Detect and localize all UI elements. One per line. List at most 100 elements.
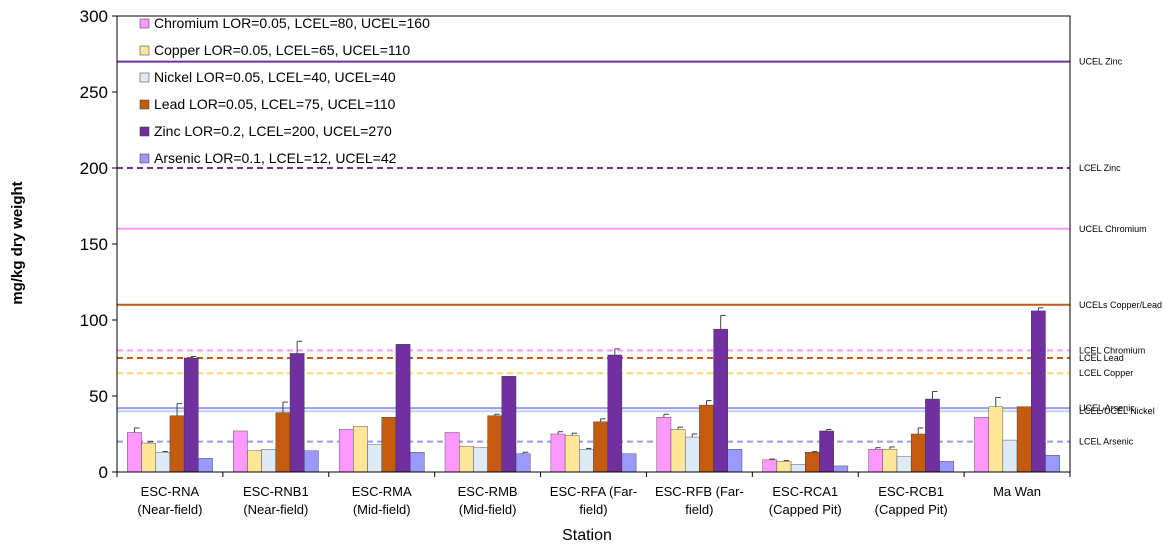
x-tick-label: (Capped Pit) (769, 502, 842, 517)
bar (684, 436, 700, 473)
legend-swatch (139, 45, 150, 56)
reference-line-label: LCEL Copper (1079, 368, 1133, 378)
bar (699, 404, 714, 473)
x-tick-label: ESC-RNA (141, 484, 200, 499)
bar (233, 430, 248, 473)
bar (459, 445, 474, 473)
x-tick-label: ESC-RFB (Far- (655, 484, 744, 499)
x-tick-label: ESC-RNB1 (243, 484, 309, 499)
bar (198, 458, 213, 473)
bar (183, 357, 199, 473)
bar (656, 417, 672, 473)
bar (409, 452, 425, 473)
bar (819, 430, 834, 473)
bar (289, 353, 305, 473)
bar (338, 429, 354, 473)
bar (155, 452, 171, 473)
legend-label: Zinc LOR=0.2, LCEL=200, UCEL=270 (154, 123, 392, 139)
bar (925, 398, 940, 473)
x-tick-label: (Mid-field) (459, 502, 517, 517)
y-axis-label: mg/kg dry weight (9, 181, 26, 304)
bar (974, 417, 989, 473)
bar (868, 449, 883, 473)
bar (515, 453, 531, 473)
bar (550, 433, 566, 473)
reference-line-label: LCEL Lead (1079, 353, 1124, 363)
legend-swatch (139, 72, 150, 83)
reference-line-label: LCEL Chromium (1079, 345, 1145, 355)
bar (1002, 439, 1018, 473)
bar (501, 376, 517, 473)
bar (762, 459, 778, 473)
legend-label: Arsenic LOR=0.1, LCEL=12, UCEL=42 (154, 150, 397, 166)
bar (261, 449, 277, 473)
x-tick-label: Ma Wan (993, 484, 1041, 499)
y-tick-label: 100 (80, 311, 108, 330)
reference-line-label: LCEL/UCEL Nickel (1079, 406, 1155, 416)
reference-line-label: UCEL Zinc (1079, 57, 1123, 67)
bar (713, 328, 728, 473)
legend-label: Copper LOR=0.05, LCEL=65, UCEL=110 (154, 42, 410, 58)
bar (727, 449, 743, 473)
y-tick-label: 250 (80, 83, 108, 102)
bar (275, 412, 291, 473)
bar (127, 432, 142, 473)
bar (395, 344, 411, 473)
x-tick-label: field) (685, 502, 713, 517)
bar (621, 453, 637, 473)
legend-swatch (139, 18, 150, 29)
legend-swatch (139, 153, 150, 164)
bar (833, 465, 849, 473)
legend: Chromium LOR=0.05, LCEL=80, UCEL=160 Copp… (139, 15, 430, 166)
y-tick-label: 200 (80, 159, 108, 178)
x-tick-label: ESC-RFA (Far- (550, 484, 637, 499)
bar (247, 450, 262, 473)
legend-label: Nickel LOR=0.05, LCEL=40, UCEL=40 (154, 69, 396, 85)
bar (939, 461, 954, 473)
legend-label: Lead LOR=0.05, LCEL=75, UCEL=110 (154, 96, 396, 112)
x-tick-label: ESC-RMA (352, 484, 412, 499)
bar (790, 464, 806, 473)
bar (304, 450, 319, 473)
x-axis-label: Station (562, 527, 612, 544)
x-tick-label: ESC-RCA1 (772, 484, 838, 499)
x-tick-label: (Capped Pit) (875, 502, 948, 517)
bar (805, 452, 820, 473)
bar (169, 415, 185, 473)
bar (579, 449, 594, 473)
x-tick-label: (Mid-field) (353, 502, 411, 517)
bar (1045, 455, 1060, 473)
bar (882, 449, 898, 473)
x-tick-label: ESC-RMB (458, 484, 518, 499)
legend-swatch (139, 99, 150, 110)
bar (607, 354, 623, 473)
bar (910, 433, 926, 473)
y-tick-label: 0 (99, 463, 108, 482)
y-tick-label: 50 (89, 387, 108, 406)
bars (127, 307, 1060, 473)
bar (593, 421, 608, 473)
x-tick-label: ESC-RCB1 (878, 484, 944, 499)
reference-line-label: LCEL Arsenic (1079, 437, 1134, 447)
bar (1031, 310, 1046, 473)
y-tick-label: 300 (80, 7, 108, 26)
bar (670, 429, 686, 473)
bar (896, 456, 912, 473)
bar (776, 461, 792, 473)
bar (487, 415, 503, 473)
reference-line-labels: UCEL Zinc LCEL Zinc UCEL Chromium UCELs Cop… (1079, 57, 1162, 447)
bar (1016, 406, 1032, 473)
x-tick-label: (Near-field) (243, 502, 308, 517)
bar (473, 447, 488, 473)
bar (381, 417, 397, 473)
legend-swatch (139, 126, 150, 137)
y-tick-label: 150 (80, 235, 108, 254)
axes: 0 50 100 150 200 250 300 ESC-RNA (Near-field) ESC… (80, 7, 1071, 517)
reference-line-label: LCEL Zinc (1079, 163, 1121, 173)
bar (988, 406, 1004, 473)
reference-line-label: UCELs Copper/Lead (1079, 300, 1162, 310)
bar (444, 432, 460, 473)
reference-line-label: UCEL Chromium (1079, 224, 1147, 234)
bar (141, 442, 156, 473)
